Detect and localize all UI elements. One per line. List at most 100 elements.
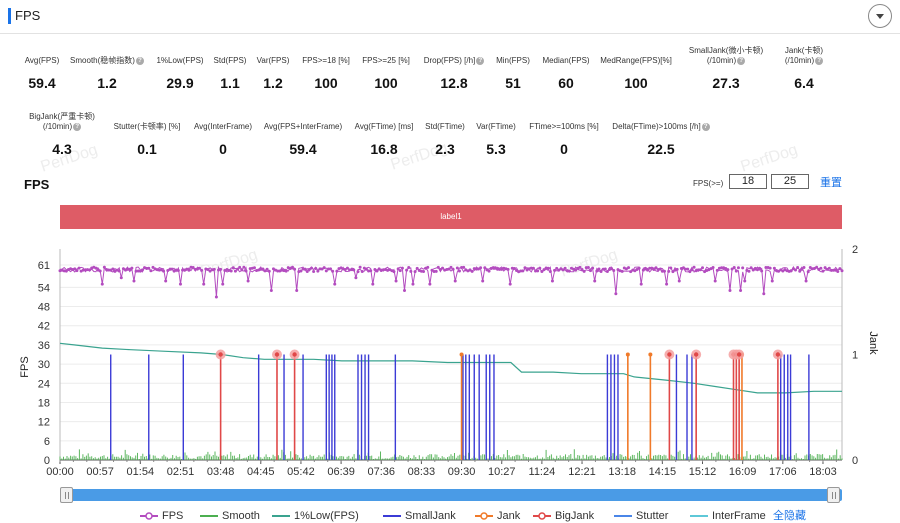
metric-label: Var(FPS) bbox=[256, 56, 290, 65]
fps-point bbox=[132, 279, 136, 283]
fps-point bbox=[403, 289, 407, 293]
metric-label-unit: (/10min)? bbox=[744, 56, 864, 66]
metric-value: 4.3 bbox=[52, 141, 72, 157]
fps-threshold-label: FPS(>=) bbox=[693, 179, 724, 188]
metric-card: Var(FTime) 5.3 bbox=[436, 122, 556, 157]
fps-point bbox=[119, 276, 123, 280]
fps-point bbox=[75, 269, 79, 273]
metric-card: Median(FPS) 60 bbox=[506, 56, 626, 91]
fps-point bbox=[352, 268, 356, 272]
fps-point bbox=[117, 269, 121, 273]
metric-card: Min(FPS) 51 bbox=[453, 56, 573, 91]
fps-point bbox=[732, 265, 736, 269]
legend-swatch-icon bbox=[200, 515, 218, 517]
fps-point bbox=[290, 265, 294, 269]
fps-point bbox=[88, 268, 92, 272]
metric-value: 2.3 bbox=[435, 141, 455, 157]
x-tick-label: 04:45 bbox=[247, 466, 275, 478]
help-icon[interactable]: ? bbox=[135, 56, 144, 65]
fps-point bbox=[523, 266, 527, 270]
x-tick-label: 02:51 bbox=[167, 466, 195, 478]
fps-point bbox=[804, 279, 808, 283]
x-tick-label: 17:06 bbox=[769, 466, 797, 478]
fps-point bbox=[519, 269, 523, 273]
fps-point bbox=[149, 269, 153, 273]
metric-value: 1.1 bbox=[220, 75, 240, 91]
fps-point bbox=[354, 276, 358, 280]
fps-point bbox=[677, 279, 681, 283]
metric-value: 60 bbox=[558, 75, 574, 91]
fps-point bbox=[538, 266, 542, 270]
y-tick-label: 6 bbox=[44, 436, 50, 448]
help-icon[interactable]: ? bbox=[815, 56, 824, 65]
fps-point bbox=[263, 269, 267, 273]
fps-point bbox=[140, 268, 144, 272]
metric-label-unit: (/10min)? bbox=[666, 56, 786, 66]
fps-point bbox=[743, 279, 747, 283]
help-icon[interactable]: ? bbox=[73, 122, 82, 131]
fps-point bbox=[221, 282, 225, 286]
fps-point bbox=[529, 266, 533, 270]
help-icon[interactable]: ? bbox=[737, 56, 746, 65]
fps-point bbox=[305, 270, 309, 274]
help-icon[interactable]: ? bbox=[701, 122, 710, 131]
fps-point bbox=[324, 269, 328, 273]
fps-point bbox=[667, 269, 671, 273]
y-tick-label: 42 bbox=[38, 321, 50, 333]
slider-handle-right[interactable] bbox=[827, 487, 840, 503]
fps-point bbox=[438, 268, 442, 272]
fps-point bbox=[407, 266, 411, 270]
fps-threshold-input-1[interactable]: 18 bbox=[729, 174, 767, 189]
fps-point bbox=[819, 266, 823, 270]
hide-all-link[interactable]: 全隐藏 bbox=[773, 510, 806, 522]
fps-point bbox=[449, 265, 453, 269]
fps-point bbox=[612, 269, 616, 273]
fps-point bbox=[434, 269, 438, 273]
metric-label: Delta(FTime)>100ms [/h]? bbox=[601, 122, 721, 132]
fps-point bbox=[627, 266, 631, 270]
fps-point bbox=[197, 266, 201, 270]
fps-point bbox=[202, 282, 206, 286]
fps-point bbox=[512, 266, 516, 270]
fps-point bbox=[212, 267, 216, 271]
fps-point bbox=[483, 266, 487, 270]
fps-point bbox=[548, 270, 552, 274]
fps-point bbox=[322, 266, 326, 270]
fps-point bbox=[794, 268, 798, 272]
fps-point bbox=[64, 269, 68, 273]
x-tick-label: 15:12 bbox=[689, 466, 717, 478]
fps-point bbox=[665, 282, 669, 286]
metric-card: FPS>=18 [%] 100 bbox=[266, 56, 386, 91]
fps-threshold-input-2[interactable]: 25 bbox=[771, 174, 809, 189]
annotation-label-banner[interactable]: label1 bbox=[60, 205, 842, 229]
fps-point bbox=[580, 268, 584, 272]
metric-label: FTime>=100ms [%] bbox=[529, 122, 599, 131]
fps-point bbox=[798, 269, 802, 273]
fps-point bbox=[827, 266, 831, 270]
fps-point bbox=[648, 266, 652, 270]
x-tick-label: 00:57 bbox=[86, 466, 114, 478]
collapse-button[interactable] bbox=[868, 4, 892, 28]
y2-axis-title: Jank bbox=[867, 331, 879, 355]
fps-point bbox=[686, 267, 690, 271]
metric-card: Std(FPS) 1.1 bbox=[170, 56, 290, 91]
metric-value: 27.3 bbox=[712, 75, 740, 91]
metric-card: Smooth(稳帧指数)? 1.2 bbox=[47, 56, 167, 91]
slider-track[interactable] bbox=[60, 489, 842, 501]
fps-point bbox=[582, 269, 586, 273]
fps-point bbox=[605, 269, 609, 273]
reset-link[interactable]: 重置 bbox=[820, 177, 842, 189]
fps-point bbox=[73, 267, 77, 271]
fps-point bbox=[730, 267, 734, 271]
fps-point bbox=[233, 269, 237, 273]
help-icon[interactable]: ? bbox=[476, 56, 485, 65]
slider-handle-left[interactable] bbox=[60, 487, 73, 503]
jank-marker bbox=[625, 352, 630, 357]
y-axis-title: FPS bbox=[19, 356, 31, 377]
x-tick-label: 10:27 bbox=[488, 466, 516, 478]
time-range-slider[interactable] bbox=[60, 487, 842, 503]
fps-point bbox=[802, 266, 806, 270]
fps-point bbox=[295, 289, 299, 293]
fps-point bbox=[662, 269, 666, 273]
